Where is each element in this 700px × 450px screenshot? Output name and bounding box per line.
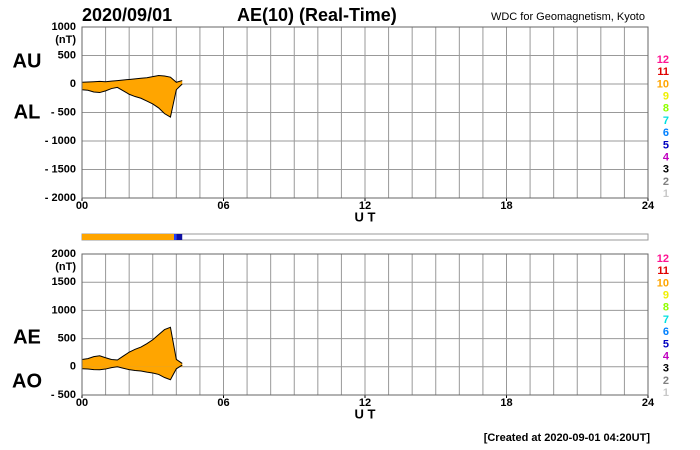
station-legend: 10: [657, 78, 669, 90]
x-tick-label: 18: [500, 200, 512, 212]
legend-label: AU: [13, 50, 42, 72]
station-legend: 9: [663, 290, 669, 302]
legend-label: AO: [12, 370, 42, 392]
y-axis-label: (nT): [55, 34, 76, 46]
x-tick-label: 00: [76, 397, 88, 409]
station-legend: 2: [663, 375, 669, 387]
y-tick-label: 1000: [52, 304, 76, 316]
coverage-segment: [82, 234, 174, 240]
station-legend: 11: [657, 265, 669, 277]
station-legend: 1: [663, 188, 669, 200]
station-legend: 12: [657, 54, 669, 66]
y-tick-label: 0: [70, 361, 76, 373]
station-legend: 8: [663, 103, 669, 115]
station-legend: 1: [663, 387, 669, 399]
source: WDC for Geomagnetism, Kyoto: [491, 11, 645, 23]
station-legend: 7: [663, 314, 669, 326]
station-legend: 10: [657, 277, 669, 289]
station-legend: 6: [663, 127, 669, 139]
plot-frame: [81, 253, 649, 396]
x-tick-label: 24: [642, 397, 655, 409]
y-tick-label: - 500: [51, 389, 76, 401]
footer: [Created at 2020-09-01 04:20UT]: [484, 432, 651, 444]
station-legend: 3: [663, 363, 669, 375]
y-tick-label: 1500: [52, 276, 76, 288]
line: [81, 364, 183, 381]
y-tick-label: 500: [58, 49, 76, 61]
x-tick-label: 00: [76, 200, 88, 212]
title: AE(10) (Real-Time): [237, 5, 397, 25]
y-tick-label: 500: [58, 333, 76, 345]
x-tick-label: 06: [217, 200, 229, 212]
x-tick-label: 24: [642, 200, 655, 212]
coverage-segment: [176, 234, 183, 240]
legend-label: AE: [13, 326, 41, 348]
line: [81, 74, 183, 83]
x-tick-label: 12: [359, 200, 371, 212]
x-axis-label: U T: [355, 406, 376, 421]
station-legend: 12: [657, 253, 669, 265]
y-tick-label: 1000: [52, 21, 76, 33]
station-legend: 9: [663, 91, 669, 103]
coverage-segment: [173, 234, 177, 240]
area: [82, 327, 183, 367]
station-legend: 5: [663, 338, 669, 350]
plot-frame: [81, 26, 649, 199]
x-axis-label: U T: [355, 209, 376, 224]
area: [82, 84, 183, 118]
y-tick-label: - 500: [51, 106, 76, 118]
station-legend: 4: [663, 351, 670, 363]
station-legend: 5: [663, 139, 669, 151]
station-legend: 8: [663, 302, 669, 314]
y-tick-label: 2000: [52, 248, 76, 260]
y-tick-label: 0: [70, 78, 76, 90]
x-tick-label: 12: [359, 397, 371, 409]
station-legend: 3: [663, 164, 669, 176]
y-tick-label: - 1000: [45, 135, 76, 147]
y-tick-label: - 1500: [45, 163, 76, 175]
line: [81, 83, 183, 118]
station-legend: 2: [663, 176, 669, 188]
station-legend: 11: [657, 66, 669, 78]
legend-label: AL: [14, 101, 41, 123]
station-legend: 6: [663, 326, 669, 338]
date: 2020/09/01: [82, 5, 172, 25]
station-legend: 4: [663, 152, 670, 164]
area: [82, 365, 183, 380]
y-tick-label: - 2000: [45, 192, 76, 204]
station-legend: 7: [663, 115, 669, 127]
x-tick-label: 18: [500, 397, 512, 409]
line: [81, 326, 183, 364]
y-axis-label: (nT): [55, 261, 76, 273]
x-tick-label: 06: [217, 397, 229, 409]
